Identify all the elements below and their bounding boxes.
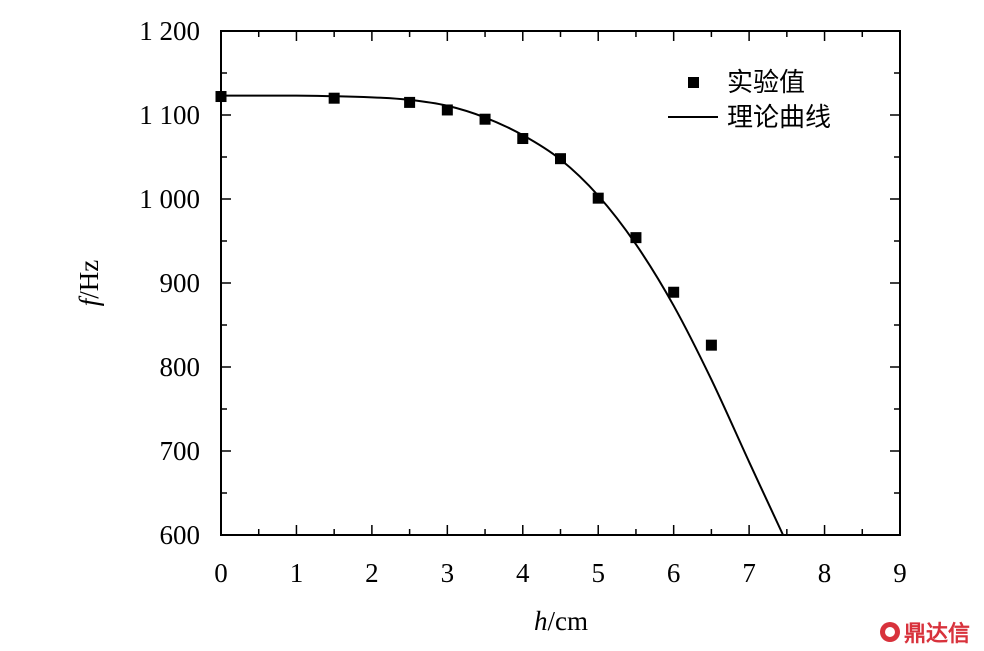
x-tick-label: 8 [818,558,832,588]
x-tick-label: 3 [441,558,455,588]
y-tick-label: 700 [160,436,201,466]
y-tick-label: 800 [160,352,201,382]
watermark: 鼎达信 [880,616,970,648]
legend: 实验值 理论曲线 [668,68,831,133]
watermark-text: 鼎达信 [904,622,971,647]
data-point-experimental [630,232,642,244]
theory-curve-series [220,94,784,536]
legend-label-theory: 理论曲线 [727,103,831,133]
y-axis: 600 700 800 900 1 000 1 100 1 200 [139,16,900,550]
x-tick-label: 4 [516,558,530,588]
x-tick-label: 5 [591,558,605,588]
x-tick-label: 2 [365,558,379,588]
x-tick-label: 0 [214,558,228,588]
experimental-series [215,91,717,351]
data-point-experimental [441,104,453,116]
y-tick-label: 900 [160,268,201,298]
data-point-experimental [215,91,227,103]
x-tick-label: 6 [667,558,681,588]
x-tick-label: 9 [893,558,907,588]
watermark-logo-icon [880,622,900,642]
data-point-experimental [555,153,566,165]
legend-label-experimental: 实验值 [727,68,805,98]
y-tick-label: 600 [160,520,201,550]
data-point-experimental [328,92,340,104]
x-tick-label: 1 [290,558,304,588]
y-axis-label: f/Hz [74,260,104,307]
legend-marker-square [688,77,699,88]
y-tick-label: 1 200 [139,16,200,46]
x-axis-label: h/cm [534,606,588,636]
x-tick-label: 7 [742,558,756,588]
x-axis: 0 1 2 3 4 5 6 7 8 9 [214,31,907,588]
data-point-experimental [479,113,491,125]
theory-curve-line [220,94,784,536]
data-point-experimental [705,339,717,351]
y-tick-label: 1 100 [139,100,200,130]
data-point-experimental [592,192,604,204]
data-point-experimental [517,133,529,145]
data-point-experimental [668,286,680,298]
y-tick-label: 1 000 [139,184,200,214]
data-point-experimental [404,96,416,108]
